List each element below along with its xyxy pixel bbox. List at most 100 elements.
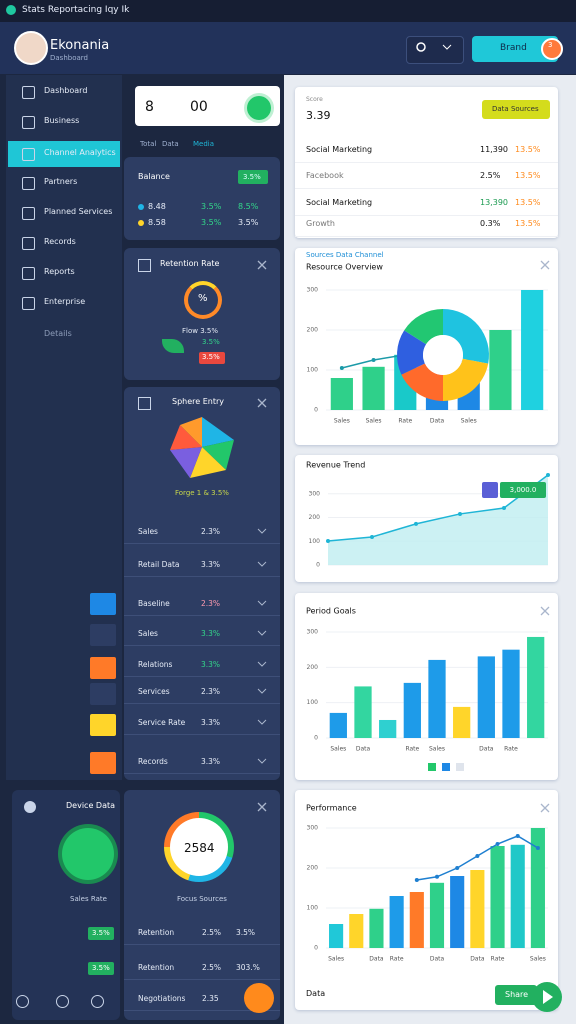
- device-tag-text: 3.5%: [92, 964, 110, 972]
- card-icon: [24, 801, 36, 813]
- device-tag-text: 3.5%: [92, 929, 110, 937]
- divider: [124, 615, 280, 616]
- app-icon: [6, 5, 16, 15]
- row-value: 2.3%: [201, 527, 221, 536]
- card-icon: [138, 397, 151, 410]
- balance-badge-text: 3.5%: [243, 173, 261, 181]
- tool-icon[interactable]: [90, 752, 116, 774]
- focus-row-text: 2.35: [202, 994, 219, 1003]
- stats-value: 3.39: [306, 109, 331, 122]
- bottom-icon[interactable]: [91, 995, 104, 1008]
- divider: [295, 236, 558, 237]
- stats-label: Score: [306, 96, 323, 103]
- stats-row-value: 0.3%: [480, 219, 501, 228]
- nav-item[interactable]: Details: [44, 329, 72, 338]
- tab[interactable]: Data: [162, 140, 179, 148]
- balance-value: 8.48: [148, 202, 166, 211]
- row-label[interactable]: Sales: [138, 527, 158, 536]
- user-subtitle: Dashboard: [50, 54, 88, 62]
- row-label[interactable]: Retail Data: [138, 560, 180, 569]
- play-button[interactable]: [532, 982, 562, 1012]
- nav-item[interactable]: Channel Analytics: [44, 148, 116, 157]
- focus-row-text: Retention: [138, 928, 175, 937]
- nav-item[interactable]: Reports: [44, 267, 75, 276]
- row-label[interactable]: Baseline: [138, 599, 170, 608]
- stats-row-change: 13.5%: [515, 198, 541, 207]
- stats-row-value: 13,390: [480, 198, 508, 207]
- balance-change: 3.5%: [238, 218, 259, 227]
- device-caption: Sales Rate: [70, 895, 107, 903]
- focus-row-text: Negotiations: [138, 994, 186, 1003]
- tool-icon[interactable]: [90, 657, 116, 679]
- brand-button-label[interactable]: Brand: [500, 43, 527, 53]
- window-title: Stats Reportacing Iqy Ik: [22, 5, 130, 15]
- retention-center: %: [198, 293, 208, 304]
- badge-count: 3: [548, 41, 553, 49]
- nav-item[interactable]: Enterprise: [44, 297, 86, 306]
- fab[interactable]: [244, 983, 274, 1013]
- row-value: 3.3%: [201, 757, 221, 766]
- nav-item[interactable]: Records: [44, 237, 76, 246]
- stats-row-change: 13.5%: [515, 219, 541, 228]
- nav-icon: [22, 116, 35, 129]
- bottom-icon[interactable]: [16, 995, 29, 1008]
- stats-row-change: 13.5%: [515, 171, 541, 180]
- nav-item[interactable]: Partners: [44, 177, 78, 186]
- row-label[interactable]: Sales: [138, 629, 158, 638]
- row-value: 2.3%: [201, 687, 221, 696]
- balance-change: 3.5%: [201, 202, 222, 211]
- chart-card: [295, 790, 558, 1010]
- tool-icon[interactable]: [90, 683, 116, 705]
- nav-item[interactable]: Business: [44, 116, 80, 125]
- tab[interactable]: Total: [140, 140, 157, 148]
- tool-icon[interactable]: [90, 714, 116, 736]
- tool-icon[interactable]: [90, 624, 116, 646]
- nav-icon: [22, 86, 35, 99]
- nav-item[interactable]: Planned Services: [44, 207, 113, 216]
- nav-item[interactable]: Dashboard: [44, 86, 88, 95]
- stats-row-value: 2.5%: [480, 171, 501, 180]
- row-value: 3.3%: [201, 560, 221, 569]
- row-label[interactable]: Service Rate: [138, 718, 186, 727]
- summary-left: 8: [145, 99, 154, 115]
- divider: [124, 1010, 280, 1011]
- stats-row-label: Growth: [306, 219, 335, 228]
- device-tag: [88, 927, 114, 940]
- dot: [138, 204, 144, 210]
- row-label[interactable]: Relations: [138, 660, 173, 669]
- row-value: 2.3%: [201, 599, 221, 608]
- data-sources-button[interactable]: [482, 100, 550, 119]
- balance-change: 3.5%: [201, 218, 222, 227]
- row-label[interactable]: Services: [138, 687, 170, 696]
- tab[interactable]: Media: [193, 140, 215, 148]
- device-indicator: [62, 828, 114, 880]
- bottom-icon[interactable]: [56, 995, 69, 1008]
- tool-icon[interactable]: [90, 593, 116, 615]
- row-value: 3.3%: [201, 660, 221, 669]
- title-bar: [0, 0, 576, 22]
- balance-title: Balance: [138, 172, 170, 181]
- focus-center: 2584: [184, 841, 215, 855]
- share-label[interactable]: Share: [505, 990, 529, 999]
- search-button[interactable]: [406, 36, 464, 64]
- focus-row-text: 303.%: [236, 963, 260, 972]
- balance-badge: [238, 170, 268, 184]
- footer-label: Data: [306, 989, 326, 998]
- sphere-title: Sphere Entry: [172, 397, 225, 406]
- active-item: [8, 141, 120, 167]
- retention-tag: 3.5%: [202, 338, 220, 346]
- retention-ring: [184, 281, 222, 319]
- nav-icon: [22, 267, 35, 280]
- share-button[interactable]: [495, 985, 537, 1005]
- divider: [295, 188, 558, 189]
- divider: [124, 979, 280, 980]
- leaf-icon: [162, 339, 184, 353]
- row-label[interactable]: Records: [138, 757, 168, 766]
- stats-row-label: Social Marketing: [306, 198, 373, 207]
- card-icon: [138, 259, 151, 272]
- device-tag: [88, 962, 114, 975]
- data-sources-label[interactable]: Data Sources: [492, 105, 539, 113]
- focus-row-text: Retention: [138, 963, 175, 972]
- focus-inner: [170, 818, 228, 876]
- focus-row-text: 2.5%: [202, 963, 222, 972]
